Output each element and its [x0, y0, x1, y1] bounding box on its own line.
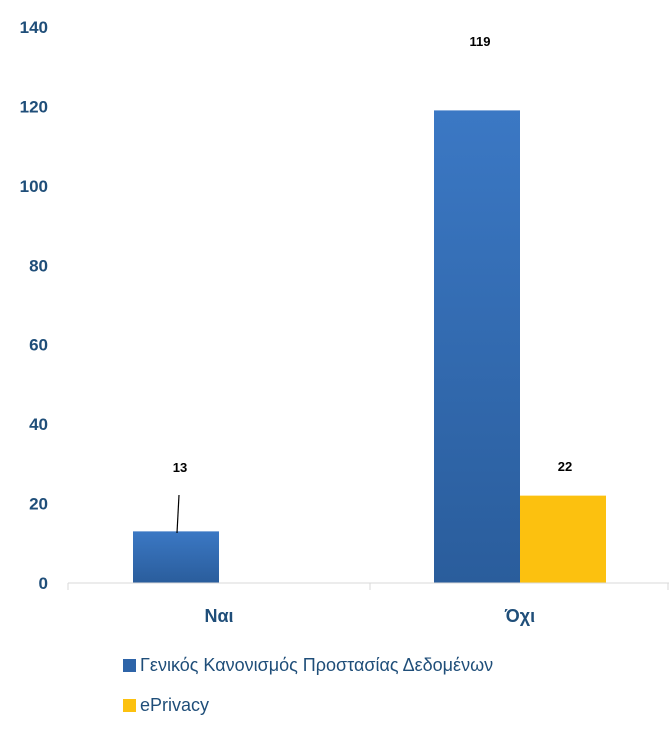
y-tick-label-0: 0	[39, 574, 48, 593]
y-tick-label-140: 140	[20, 18, 48, 37]
y-tick-label-20: 20	[29, 495, 48, 514]
data-label-leader-line	[176, 494, 180, 534]
legend-label-gdpr: Γενικός Κανονισμός Προστασίας Δεδομένων	[140, 654, 494, 675]
legend-swatch-eprivacy	[123, 698, 136, 712]
y-tick-label-80: 80	[29, 256, 48, 275]
data-label-gdpr-oxi: 119	[470, 34, 491, 49]
y-tick-label-100: 100	[20, 177, 48, 196]
y-tick-label-40: 40	[29, 415, 48, 434]
legend-item-gdpr: Γενικός Κανονισμός Προστασίας Δεδομένων	[123, 652, 493, 678]
bar-gdpr-1	[434, 110, 520, 584]
legend-item-eprivacy: ePrivacy	[123, 692, 493, 718]
x-category-label-1: Όχι	[504, 606, 535, 626]
data-label-gdpr-nai: 13	[173, 460, 187, 475]
chart-legend: Γενικός Κανονισμός Προστασίας Δεδομένων …	[123, 652, 493, 732]
y-tick-label-120: 120	[20, 97, 48, 116]
bar-chart: 0 20 40 60 80 100 120 140 Ναι Όχι 13 119 22	[20, 18, 669, 626]
data-label-eprivacy-oxi: 22	[558, 459, 572, 474]
bar-eprivacy-1	[520, 495, 606, 583]
bar-gdpr-0	[133, 531, 219, 583]
legend-swatch-gdpr	[123, 658, 136, 672]
y-tick-label-60: 60	[29, 336, 48, 355]
x-category-label-0: Ναι	[204, 606, 233, 626]
legend-label-eprivacy: ePrivacy	[140, 694, 210, 715]
